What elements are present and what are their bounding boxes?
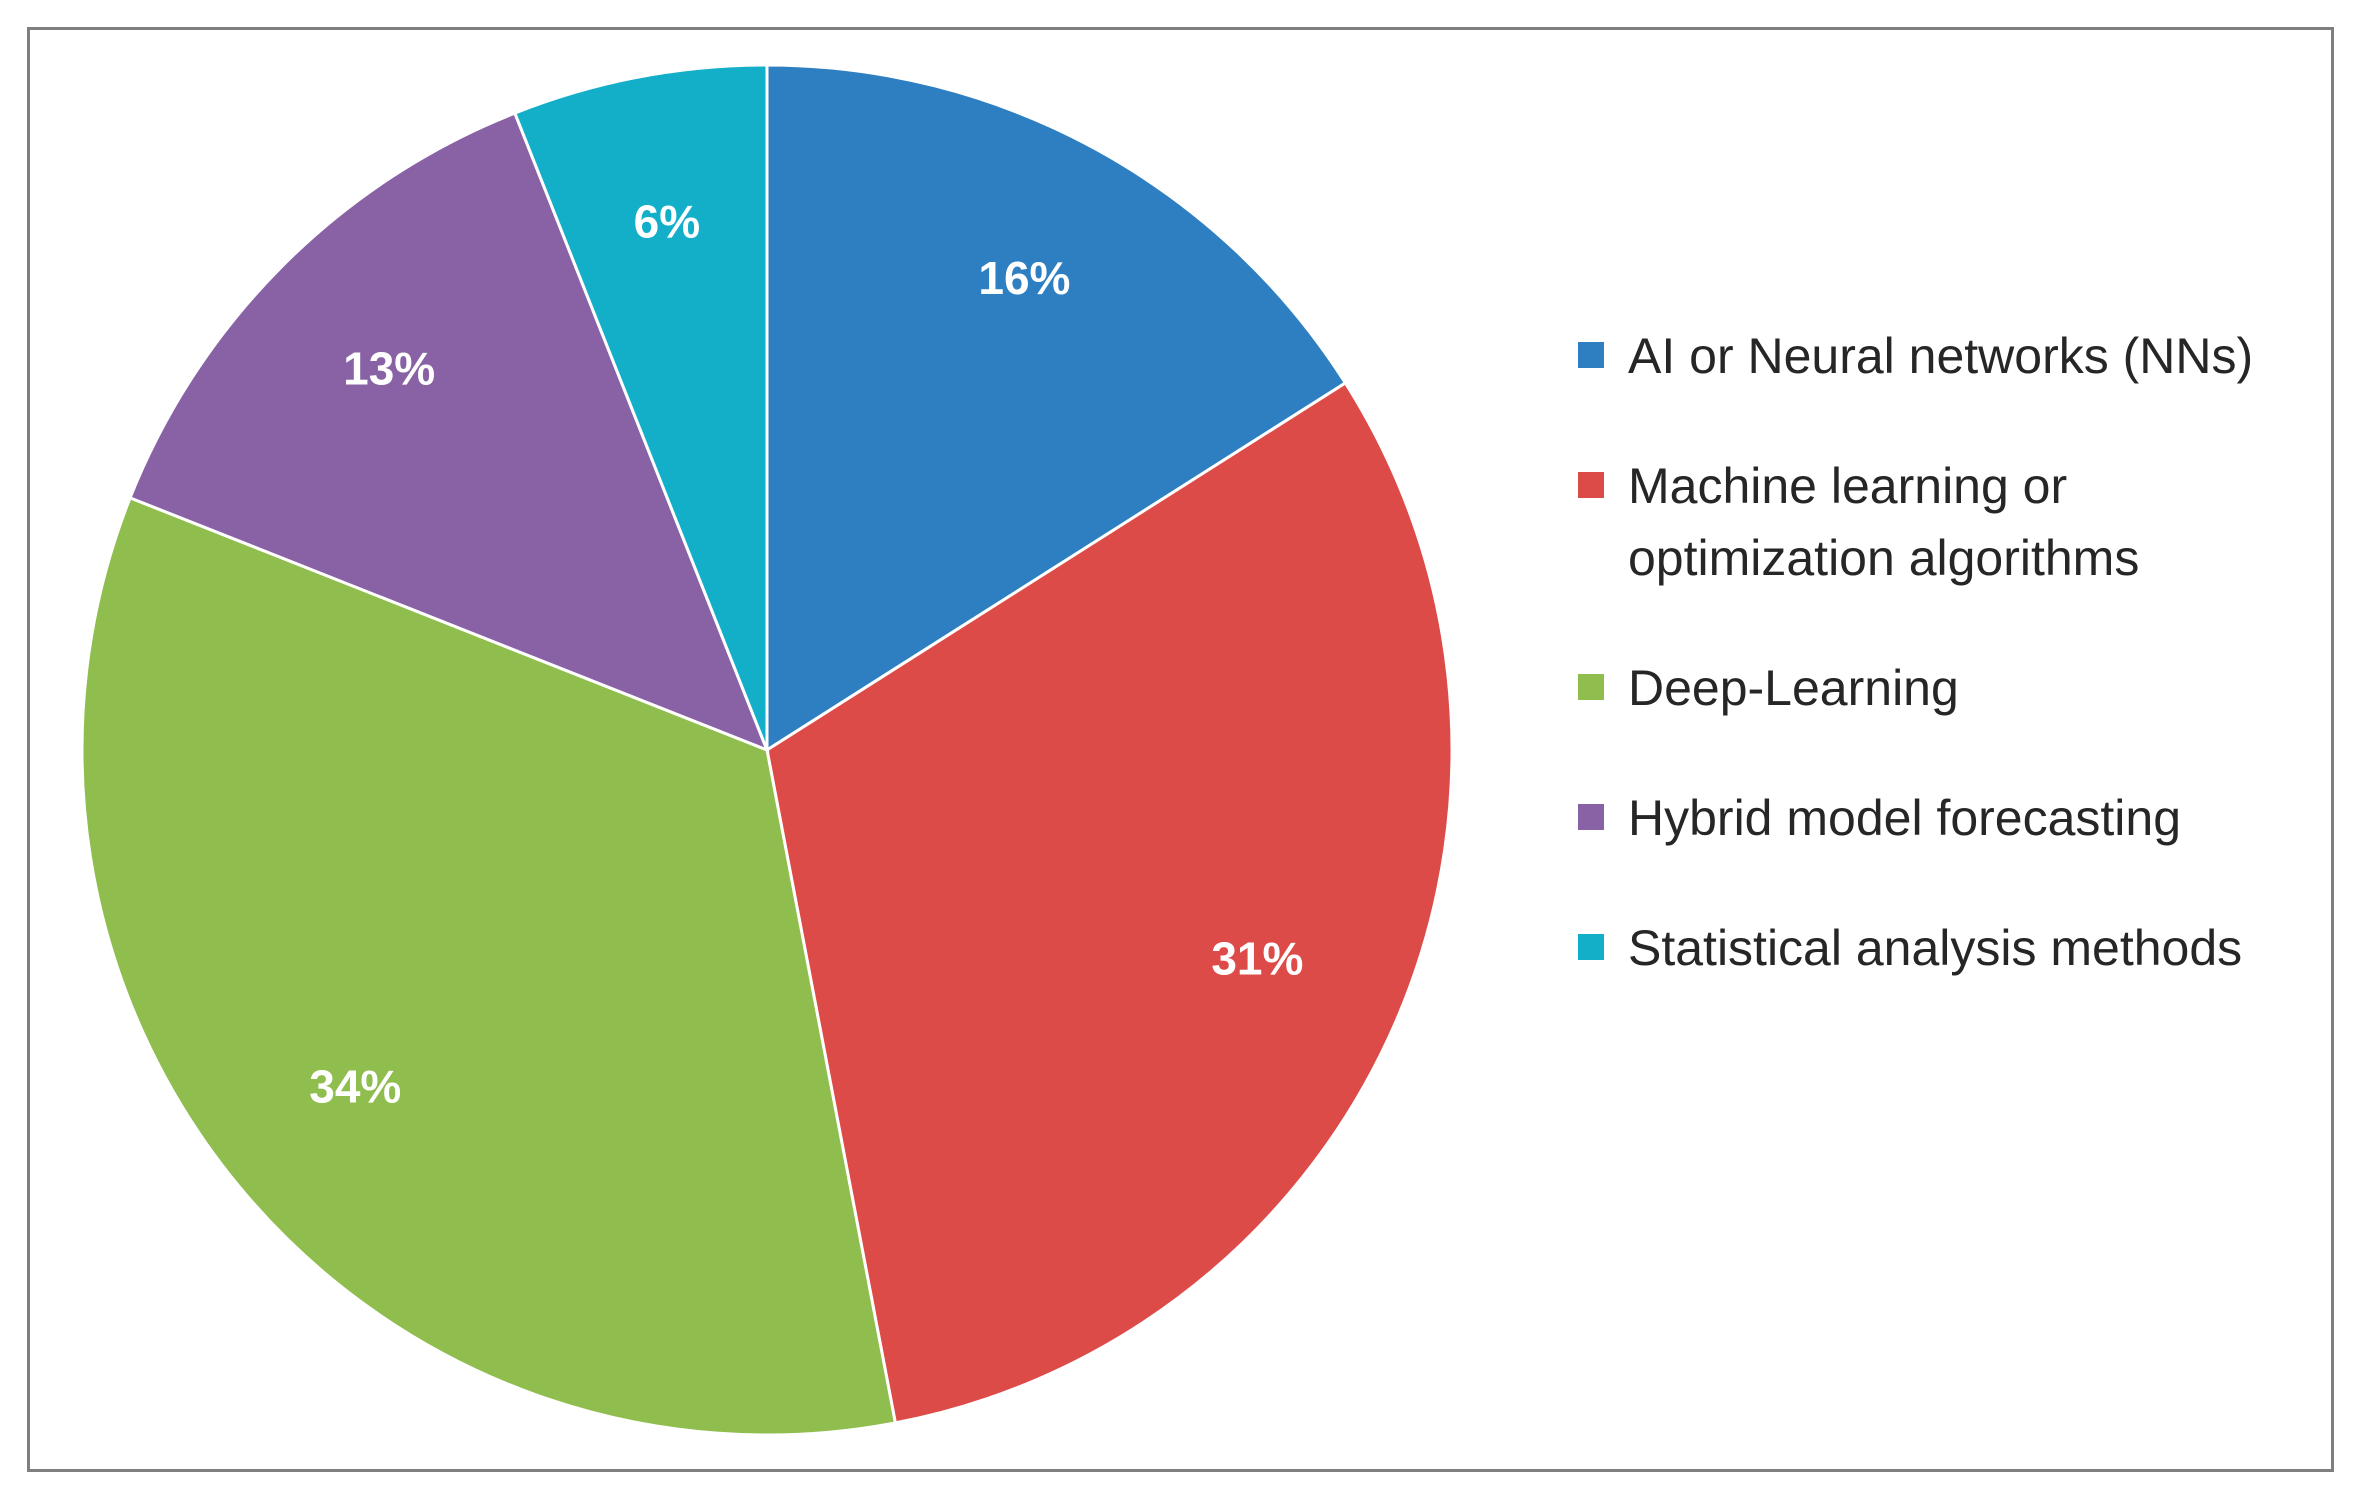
legend-item-hybrid: Hybrid model forecasting — [1578, 782, 2338, 854]
data-label-statistical-analysis-methods: 6% — [634, 195, 700, 247]
legend-swatch — [1578, 804, 1604, 830]
legend-swatch — [1578, 674, 1604, 700]
legend-label: Statistical analysis methods — [1628, 920, 2243, 976]
legend-item-deep-learning: Deep-Learning — [1578, 652, 2338, 724]
legend-item-machine-learning: Machine learning or optimization algorit… — [1578, 450, 2338, 594]
legend-label: Deep-Learning — [1628, 660, 1959, 716]
data-label-deep-learning: 34% — [309, 1061, 401, 1113]
legend-swatch — [1578, 934, 1604, 960]
data-label-ai-or-neural-networks-nns: 16% — [978, 252, 1070, 304]
legend-item-statistical: Statistical analysis methods — [1578, 912, 2338, 984]
legend-item-ai-nn: AI or Neural networks (NNs) — [1578, 320, 2338, 392]
data-label-machine-learning-or-optimization-algorithms: 31% — [1211, 932, 1303, 984]
data-label-hybrid-model-forecasting: 13% — [343, 342, 435, 394]
pie-data-labels: 16% 31% 34% 13% 6% — [309, 195, 1303, 1112]
pie-slices — [80, 63, 1454, 1437]
legend-label: Machine learning or optimization algorit… — [1628, 458, 2140, 586]
legend-label: AI or Neural networks (NNs) — [1628, 328, 2254, 384]
pie-slice-machine-learning-or-optimization-algorithms — [765, 380, 1454, 1425]
pie-slice-hybrid-model-forecasting — [128, 111, 770, 753]
legend-swatch — [1578, 342, 1604, 368]
legend: AI or Neural networks (NNs) Machine lear… — [1578, 320, 2338, 1042]
pie-slice-deep-learning — [80, 495, 898, 1437]
pie-chart: 16% 31% 34% 13% 6% — [80, 63, 1454, 1437]
pie-slice-ai-or-neural-networks-nns — [765, 63, 1348, 753]
chart-frame: 16% 31% 34% 13% 6% AI or Neural networks (NN… — [27, 27, 2334, 1472]
legend-swatch — [1578, 472, 1604, 498]
legend-label: Hybrid model forecasting — [1628, 790, 2182, 846]
pie-slice-statistical-analysis-methods — [512, 63, 769, 751]
